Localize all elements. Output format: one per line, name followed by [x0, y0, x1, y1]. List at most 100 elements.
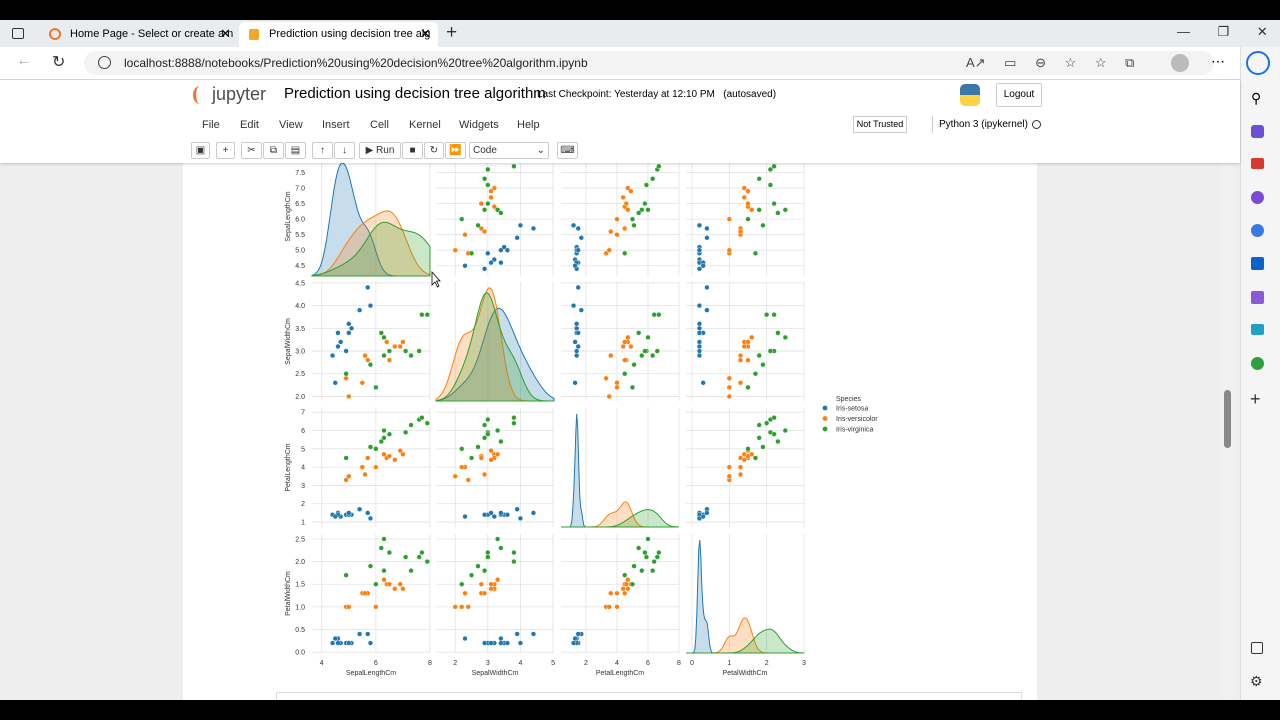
point	[488, 457, 494, 463]
scrollbar-thumb[interactable]	[1224, 390, 1231, 448]
logout-button[interactable]: Logout	[996, 83, 1042, 107]
cut-button[interactable]: ✂	[241, 142, 262, 159]
copilot-icon[interactable]	[1246, 51, 1270, 75]
point	[642, 348, 648, 354]
more-button[interactable]: ⋯	[1211, 53, 1225, 69]
browser-actions[interactable]: A↗ ▭ ⊖ ☆ ☆ ⧉	[966, 55, 1135, 70]
point	[642, 201, 648, 207]
notebook-title[interactable]: Prediction using decision tree algorithm	[284, 85, 546, 102]
point	[481, 228, 488, 235]
side-icon[interactable]	[1251, 224, 1264, 237]
side-icon[interactable]	[1251, 257, 1264, 270]
run-button[interactable]: ▶ Run	[359, 142, 401, 159]
tab-close[interactable]: ✕	[420, 26, 431, 41]
point	[639, 207, 645, 213]
point	[357, 307, 363, 313]
point	[485, 182, 491, 188]
profile[interactable]	[1171, 54, 1189, 72]
x-tick-label: 4	[518, 660, 522, 667]
tab-active[interactable]: Prediction using decision tree alg	[239, 22, 438, 47]
point	[749, 451, 755, 457]
point	[696, 321, 703, 327]
tab-icon	[49, 28, 61, 40]
point	[343, 572, 349, 578]
point	[614, 604, 620, 610]
menu-item[interactable]: Insert	[322, 119, 350, 131]
cell-type: Code	[473, 145, 497, 156]
menu-item[interactable]: Cell	[370, 119, 389, 131]
settings-icon[interactable]: ⚙	[1250, 673, 1263, 689]
point	[378, 545, 384, 551]
jupyter-logo[interactable]: jupyter	[212, 84, 267, 104]
save-button[interactable]: ▣	[191, 142, 210, 159]
point	[381, 352, 387, 359]
run-all-button[interactable]: ⏩	[445, 142, 466, 159]
interrupt-button[interactable]: ■	[402, 142, 423, 159]
point	[424, 420, 430, 426]
kde	[311, 221, 431, 277]
command-palette-button[interactable]: ⌨	[557, 142, 578, 159]
side-icon[interactable]	[1251, 158, 1264, 169]
search-icon[interactable]: ⚲	[1251, 90, 1262, 106]
side-icon[interactable]	[1251, 357, 1264, 370]
y-tick-label: 5	[301, 446, 305, 453]
tab-close[interactable]: ✕	[220, 26, 231, 41]
point	[782, 334, 788, 341]
move-up-button[interactable]: ↑	[312, 142, 333, 159]
point	[511, 420, 517, 426]
point	[756, 207, 762, 213]
point	[614, 590, 620, 596]
menu-item[interactable]: Edit	[240, 119, 259, 131]
back-button[interactable]: ←	[16, 52, 32, 69]
point	[343, 375, 349, 381]
point	[504, 247, 510, 253]
point	[608, 352, 614, 359]
checkpoint: Last Checkpoint: Yesterday at 12:10 PM (…	[537, 89, 776, 100]
point	[381, 427, 387, 434]
tab-actions-icon[interactable]	[12, 28, 24, 39]
point	[606, 604, 612, 610]
python-logo	[960, 84, 980, 106]
point	[530, 631, 537, 637]
sidebar-toggle[interactable]	[1251, 642, 1263, 654]
trust-button[interactable]: Not Trusted	[853, 116, 907, 133]
point	[386, 549, 393, 556]
point	[570, 640, 577, 646]
point	[373, 581, 379, 587]
point	[570, 303, 577, 309]
tab[interactable]: Home Page - Select or create a n	[40, 22, 238, 47]
point	[622, 590, 628, 596]
side-icon[interactable]	[1251, 324, 1264, 335]
url[interactable]: localhost:8888/notebooks/Prediction%20us…	[124, 56, 588, 70]
point	[651, 559, 657, 565]
side-icon[interactable]	[1251, 125, 1264, 138]
restart-button[interactable]: ↻	[424, 142, 444, 159]
add-icon[interactable]: +	[1250, 389, 1261, 409]
point	[654, 348, 660, 354]
cell-type-select[interactable]: Code ⌄	[469, 142, 549, 159]
point	[485, 201, 491, 207]
copy-button[interactable]: ⧉	[263, 142, 284, 159]
menu-item[interactable]: View	[279, 119, 303, 131]
kernel-status	[1032, 120, 1041, 129]
side-icon[interactable]	[1251, 191, 1264, 204]
new-tab[interactable]: +	[446, 22, 458, 43]
window-controls[interactable]: — ❐ ✕	[1177, 24, 1268, 39]
point	[498, 545, 504, 551]
menu-item[interactable]: File	[202, 119, 220, 131]
menu-item[interactable]: Help	[517, 119, 540, 131]
url-field[interactable]	[84, 51, 1214, 75]
y-tick-label: 2.5	[295, 536, 305, 543]
reload-button[interactable]: ↻	[52, 54, 66, 71]
info-icon[interactable]	[98, 56, 111, 69]
insert-button[interactable]: +	[216, 142, 235, 159]
point	[465, 604, 471, 610]
point	[704, 510, 710, 516]
point	[335, 343, 341, 350]
point	[745, 446, 751, 452]
menu-item[interactable]: Kernel	[409, 119, 441, 131]
paste-button[interactable]: ▤	[285, 142, 306, 159]
move-down-button[interactable]: ↓	[334, 142, 355, 159]
menu-item[interactable]: Widgets	[459, 119, 499, 131]
side-icon[interactable]	[1251, 291, 1264, 304]
